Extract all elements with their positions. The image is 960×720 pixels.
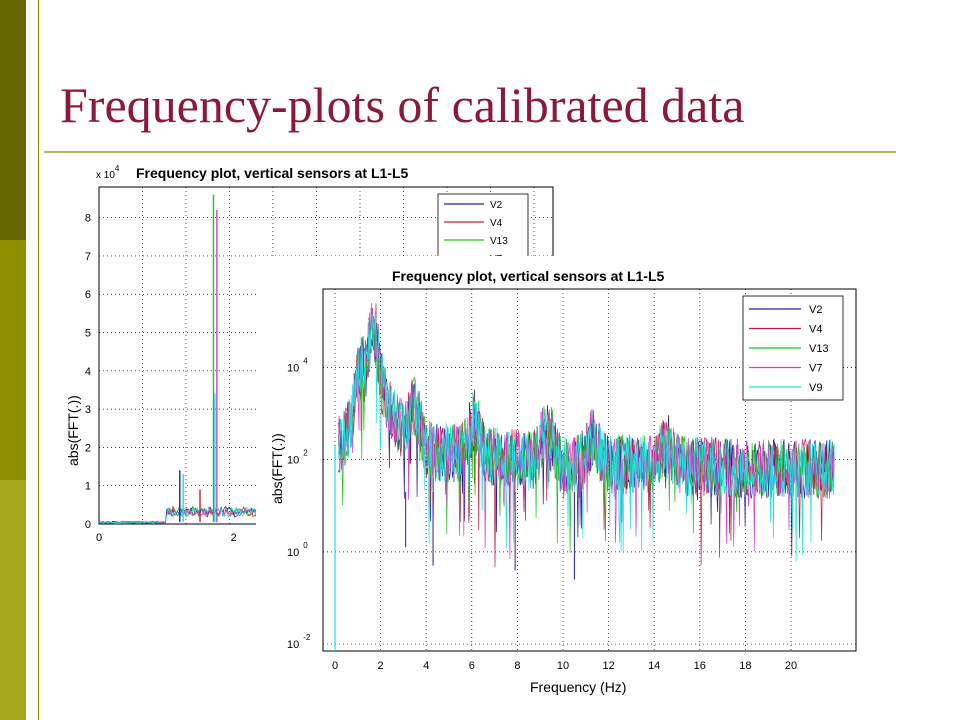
log-x-tick-label: 10 xyxy=(557,660,569,672)
linear-y-tick-label: 7 xyxy=(85,251,91,263)
log-legend-label: V9 xyxy=(809,382,822,394)
log-x-tick-label: 18 xyxy=(739,660,751,672)
linear-y-tick-label: 6 xyxy=(85,289,91,301)
linear-chart-ticks: 0123456780246 xyxy=(85,213,506,544)
log-x-tick-label: 14 xyxy=(648,660,660,672)
log-x-tick-label: 2 xyxy=(378,660,384,672)
log-legend-label: V4 xyxy=(809,324,822,336)
log-x-tick-label: 6 xyxy=(469,660,475,672)
linear-y-tick-label: 5 xyxy=(85,328,91,340)
linear-chart-y-label: abs(FFT(.)) xyxy=(65,395,81,466)
log-frequency-chart: Frequency plot, vertical sensors at L1-L… xyxy=(256,256,878,706)
sidebar-band-middle xyxy=(0,240,26,480)
linear-y-tick-label: 4 xyxy=(85,366,91,378)
log-y-tick-label: 104 xyxy=(287,356,308,374)
linear-y-tick-label: 1 xyxy=(85,481,91,493)
slide-title: Frequency-plots of calibrated data xyxy=(60,77,745,133)
log-x-tick-label: 16 xyxy=(694,660,706,672)
linear-chart-title: Frequency plot, vertical sensors at L1-L… xyxy=(136,165,409,181)
linear-legend-label: V2 xyxy=(490,200,503,211)
linear-x-tick-label: 2 xyxy=(231,532,237,544)
log-chart-legend: V2 V4 V13 V7 V9 xyxy=(742,295,844,401)
sidebar-band-bottom xyxy=(0,480,26,720)
log-series-line-V9 xyxy=(338,311,835,562)
sidebar-band-top xyxy=(0,0,26,240)
log-y-tick-label: 102 xyxy=(287,449,308,467)
linear-x-tick-label: 0 xyxy=(96,532,102,544)
log-x-tick-label: 8 xyxy=(514,660,520,672)
log-x-tick-label: 12 xyxy=(602,660,614,672)
log-chart-series xyxy=(334,302,835,651)
log-x-tick-label: 20 xyxy=(785,660,797,672)
title-rule xyxy=(44,151,896,153)
log-chart-svg: Frequency plot, vertical sensors at L1-L… xyxy=(256,256,878,706)
linear-y-tick-label: 3 xyxy=(85,404,91,416)
sidebar-rule xyxy=(38,0,39,720)
log-legend-label: V2 xyxy=(809,304,822,316)
linear-legend-label: V4 xyxy=(490,218,503,229)
linear-y-tick-label: 0 xyxy=(85,519,91,531)
log-y-tick-label: 10-2 xyxy=(287,633,311,651)
log-legend-label: V7 xyxy=(809,363,822,375)
log-chart-title: Frequency plot, vertical sensors at L1-L… xyxy=(392,268,665,284)
log-chart-y-label: abs(FFT(.)) xyxy=(269,433,285,504)
log-chart-ticks: 0 2 4 6 8 10 12 14 16 18 20 10-2 100 102 104 xyxy=(287,356,797,672)
log-x-tick-label: 0 xyxy=(332,660,338,672)
log-x-tick-label: 4 xyxy=(423,660,429,672)
linear-legend-label: V13 xyxy=(490,236,508,247)
log-legend-label: V13 xyxy=(809,343,829,355)
linear-y-tick-label: 8 xyxy=(85,213,91,225)
linear-y-tick-label: 2 xyxy=(85,442,91,454)
linear-chart-multiplier: x 104 xyxy=(96,164,120,181)
log-chart-x-label: Frequency (Hz) xyxy=(530,679,626,695)
log-y-tick-label: 100 xyxy=(287,541,308,559)
